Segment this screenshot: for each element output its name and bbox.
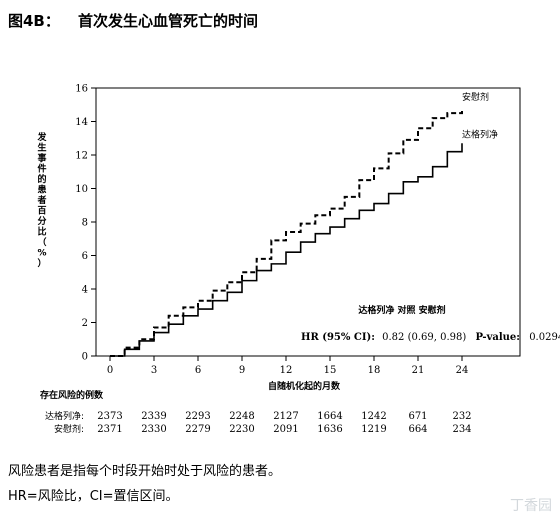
y-tick-label: 14 xyxy=(75,117,88,128)
risk-cell: 671 xyxy=(408,411,427,422)
hr-label: HR (95% CI): xyxy=(301,332,375,343)
x-tick-label: 6 xyxy=(195,365,201,376)
risk-cell: 2373 xyxy=(97,411,122,422)
y-tick-label: 0 xyxy=(82,352,88,363)
y-axis-label-char: 患 xyxy=(37,184,46,196)
comparison-label: 达格列净 对照 安慰剂 xyxy=(358,304,445,316)
hr-annotation: HR (95% CI): 0.82 (0.69, 0.98) P-value: … xyxy=(301,332,560,343)
figure-label: 图4B： xyxy=(8,12,60,30)
watermark-logo: 丁香园 xyxy=(510,498,552,514)
y-axis-label-char: 发 xyxy=(36,131,47,143)
series-label-2: 达格列净 xyxy=(462,128,498,140)
x-tick-label: 21 xyxy=(412,365,425,376)
plot-frame xyxy=(95,87,521,357)
x-axis: 0 3 6 9 12 15 18 21 24 xyxy=(107,356,469,376)
y-axis-label-char: 件 xyxy=(37,163,46,175)
x-tick-label: 15 xyxy=(324,365,337,376)
risk-table-title: 存在风险的例数 xyxy=(40,389,104,401)
y-axis-label-char: 比 xyxy=(37,226,46,238)
p-value: 0.0294 xyxy=(529,332,560,343)
risk-cell: 1242 xyxy=(361,411,386,422)
x-tick-label: 9 xyxy=(239,365,245,376)
risk-cell: 2279 xyxy=(185,424,210,435)
risk-table: 达格列净: 2373 2339 2293 2248 2127 1664 1242 671 232 安… xyxy=(45,410,472,435)
y-tick-label: 4 xyxy=(82,285,88,296)
x-tick-label: 3 xyxy=(151,365,157,376)
y-tick-label: 12 xyxy=(75,151,88,162)
series-line-2 xyxy=(110,143,463,357)
x-tick-label: 24 xyxy=(456,365,469,376)
series-line-1 xyxy=(110,108,463,357)
x-tick-label: 12 xyxy=(280,365,293,376)
risk-cell: 1636 xyxy=(317,424,342,435)
y-tick-label: 10 xyxy=(75,184,88,195)
p-label: P-value: xyxy=(475,332,520,343)
figure-title: 图4B： 首次发生心血管死亡的时间 xyxy=(8,10,258,31)
risk-row-label: 达格列净: xyxy=(45,410,84,422)
risk-cell: 2230 xyxy=(229,424,254,435)
hr-value: 0.82 (0.69, 0.98) xyxy=(382,332,466,343)
risk-cell: 232 xyxy=(452,411,471,422)
risk-cell: 2127 xyxy=(273,411,298,422)
figure-title-text: 首次发生心血管死亡的时间 xyxy=(78,12,259,30)
y-axis-label-char: 生 xyxy=(37,142,46,154)
x-tick-label: 18 xyxy=(368,365,381,376)
y-axis-label-char: 事 xyxy=(37,152,46,164)
y-axis-label-char: 的 xyxy=(37,173,46,185)
x-tick-label: 0 xyxy=(107,365,113,376)
y-tick-label: 2 xyxy=(82,318,88,329)
y-tick-label: 16 xyxy=(75,84,88,95)
y-axis: 0 2 4 6 8 10 12 14 16 xyxy=(75,84,96,363)
y-axis-label-char: 分 xyxy=(37,215,46,227)
y-axis-label-char: 百 xyxy=(37,206,46,217)
y-axis-label-char: % xyxy=(37,249,46,259)
footnote-abbrev: HR=风险比，CI=置信区间。 xyxy=(8,489,179,504)
y-axis-label-char: （ xyxy=(37,237,46,248)
series-label-1: 安慰剂 xyxy=(462,91,489,103)
risk-cell: 2091 xyxy=(273,424,298,435)
footnote-risk: 风险患者是指每个时段开始时处于风险的患者。 xyxy=(8,464,282,479)
risk-cell: 2330 xyxy=(141,424,166,435)
risk-cell: 664 xyxy=(408,424,427,435)
risk-cell: 234 xyxy=(452,424,471,435)
risk-cell: 1219 xyxy=(361,424,386,435)
risk-cell: 2248 xyxy=(229,411,254,422)
risk-cell: 2293 xyxy=(185,411,210,422)
risk-cell: 2371 xyxy=(97,424,122,435)
risk-row-label: 安慰剂: xyxy=(54,423,84,435)
y-axis-label-char: ） xyxy=(37,258,46,269)
y-tick-label: 8 xyxy=(82,218,88,229)
risk-cell: 2339 xyxy=(141,411,166,422)
y-axis-label-char: 者 xyxy=(36,194,46,206)
risk-cell: 1664 xyxy=(317,411,342,422)
y-tick-label: 6 xyxy=(82,251,88,262)
x-axis-label: 自随机化起的月数 xyxy=(268,380,341,392)
